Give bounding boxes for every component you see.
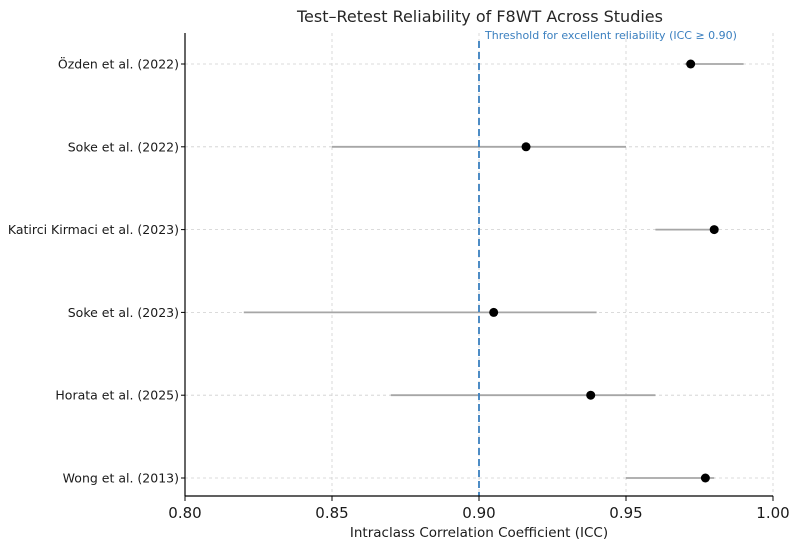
- threshold-label: Threshold for excellent reliability (ICC…: [484, 29, 737, 42]
- x-tick-label: 1.00: [756, 504, 789, 522]
- y-tick-labels: Özden et al. (2022) Soke et al. (2022) Kat…: [8, 56, 179, 486]
- ci-lines: [243, 63, 744, 479]
- icc-point: [709, 225, 719, 235]
- y-tick-label: Soke et al. (2023): [68, 305, 179, 320]
- y-tick-label: Wong et al. (2013): [63, 471, 179, 486]
- icc-point: [686, 59, 696, 69]
- x-tick-label: 0.80: [168, 504, 201, 522]
- chart-title: Test–Retest Reliability of F8WT Across S…: [296, 7, 663, 26]
- x-tick-label: 0.95: [609, 504, 642, 522]
- icc-point: [700, 473, 710, 483]
- y-tick-label: Horata et al. (2025): [55, 388, 179, 403]
- x-tick-label: 0.85: [315, 504, 348, 522]
- icc-point: [521, 142, 531, 152]
- threshold: Threshold for excellent reliability (ICC…: [478, 29, 737, 496]
- y-tick-label: Katirci Kirmaci et al. (2023): [8, 222, 179, 237]
- icc-point: [489, 307, 499, 317]
- y-tick-label: Soke et al. (2022): [68, 139, 179, 154]
- points: [489, 59, 719, 483]
- axes: [181, 33, 774, 501]
- icc-point: [586, 390, 596, 400]
- x-tick-labels: 0.80 0.85 0.90 0.95 1.00: [168, 504, 789, 522]
- x-tick-label: 0.90: [462, 504, 495, 522]
- y-tick-label: Özden et al. (2022): [58, 56, 179, 72]
- x-axis-label: Intraclass Correlation Coefficient (ICC): [350, 525, 608, 541]
